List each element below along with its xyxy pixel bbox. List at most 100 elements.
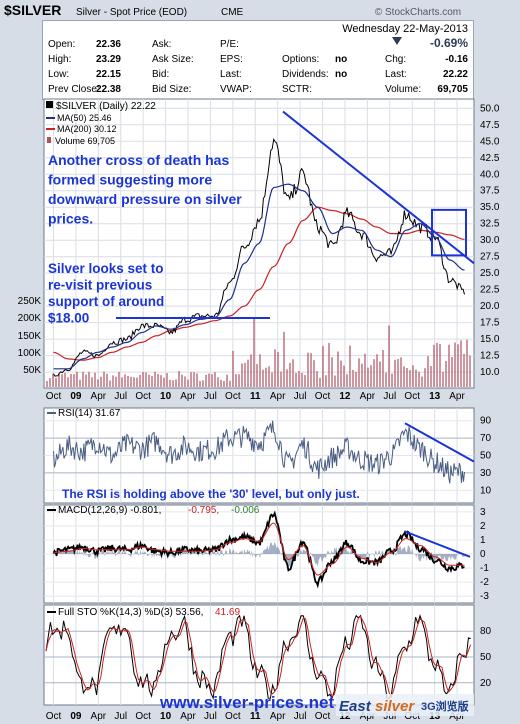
y-tick-label: 32.5 (480, 219, 500, 230)
y-tick-label: 35.0 (480, 202, 500, 213)
brand-badge (336, 694, 474, 716)
x-tick-label: Jul (383, 711, 396, 722)
ma200-line (53, 206, 465, 361)
y-tick-label: -2 (480, 577, 489, 588)
macd-label: MACD(12,26,9) -0.801, (58, 505, 161, 516)
down-arrow-icon (392, 37, 402, 45)
x-tick-label: 12 (339, 391, 351, 402)
y-tick-label: 50 (480, 451, 492, 462)
volume-legend-swatch (47, 137, 51, 143)
rsi-trendline (404, 422, 475, 463)
exchange: CME (221, 7, 244, 18)
volume-tick-label: 100K (18, 348, 42, 359)
price-legend-swatch (46, 101, 53, 108)
watermark: © StockCharts.com (375, 7, 461, 18)
x-tick-label: Apr (91, 711, 107, 722)
x-tick-label: Oct (404, 391, 420, 402)
quote-value: 22.15 (96, 69, 121, 80)
quote-value: 23.29 (96, 54, 121, 65)
x-tick-label: 12 (339, 711, 351, 722)
quote-value: 69,705 (437, 84, 468, 95)
x-tick-label: Apr (360, 711, 376, 722)
legend-ma200: MA(200) 30.12 (57, 124, 117, 134)
cross-of-death-note: prices. (48, 211, 93, 227)
x-tick-label: Jul (114, 711, 127, 722)
brand-silver: silver (375, 698, 415, 715)
y-tick-label: 37.5 (480, 186, 500, 197)
support-note: Silver looks set to (48, 261, 164, 276)
quote-label: Open: (48, 39, 75, 50)
x-tick-label: 09 (70, 711, 82, 722)
quote-value: no (335, 54, 347, 65)
x-tick-label: Oct (135, 711, 151, 722)
y-tick-label: 20 (480, 678, 492, 689)
instrument-name: Silver - Spot Price (EOD) (76, 7, 187, 18)
legend-volume: Volume 69,705 (55, 136, 115, 146)
x-tick-label: Oct (315, 711, 331, 722)
y-tick-label: 30.0 (480, 235, 500, 246)
sto-k-line (45, 614, 471, 701)
quote-label: EPS: (220, 54, 243, 65)
quote-label: Bid: (152, 69, 169, 80)
y-tick-label: 50.0 (480, 103, 500, 114)
quote-value: no (335, 69, 347, 80)
highlight-box (431, 208, 467, 257)
quote-label: Low: (48, 69, 69, 80)
y-tick-label: 10.0 (480, 367, 500, 378)
cross-of-death-note: downward pressure on silver (48, 191, 242, 207)
quote-label: High: (48, 54, 71, 65)
quote-label: Options: (282, 54, 319, 65)
x-tick-label: 13 (429, 711, 441, 722)
x-tick-label: 10 (160, 391, 172, 402)
sto-d-line (45, 615, 472, 699)
macd-signal-line (53, 522, 465, 576)
x-tick-label: Oct (225, 711, 241, 722)
y-tick-label: 30 (480, 468, 492, 479)
y-tick-label: 1 (480, 535, 486, 546)
y-tick-label: 20.0 (480, 301, 500, 312)
y-tick-label: 50 (480, 652, 492, 663)
x-tick-label: Oct (46, 711, 62, 722)
x-tick-label: 09 (70, 391, 82, 402)
cross-of-death-note: Another cross of death has (48, 152, 229, 168)
y-tick-label: 25.0 (480, 268, 500, 279)
quote-label: Dividends: (282, 69, 329, 80)
y-tick-label: 45.0 (480, 136, 500, 147)
rsi-line (53, 420, 465, 484)
x-tick-label: Oct (135, 391, 151, 402)
quote-value: -0.16 (445, 54, 468, 65)
volume-tick-label: 150K (18, 331, 42, 342)
y-tick-label: 70 (480, 433, 492, 444)
x-tick-label: Jul (294, 391, 307, 402)
y-tick-label: 10 (480, 485, 492, 496)
x-tick-label: Apr (180, 711, 196, 722)
y-tick-label: 42.5 (480, 153, 500, 164)
y-tick-label: 80 (480, 626, 492, 637)
x-tick-label: Oct (315, 391, 331, 402)
quote-box (42, 20, 474, 100)
y-tick-label: 0 (480, 549, 486, 560)
x-tick-label: Oct (404, 711, 420, 722)
quote-value: 22.38 (96, 84, 121, 95)
y-tick-label: 3 (480, 507, 486, 518)
y-tick-label: 40.0 (480, 169, 500, 180)
y-tick-label: 27.5 (480, 252, 500, 263)
quote-label: Last: (385, 69, 407, 80)
x-tick-label: Apr (270, 711, 286, 722)
x-tick-label: Jul (114, 391, 127, 402)
rsi-note: The RSI is holding above the '30' level,… (62, 487, 360, 501)
legend-ma50: MA(50) 25.46 (57, 113, 112, 123)
macd-hist-value: -0.006 (231, 505, 260, 516)
x-tick-label: Oct (46, 391, 62, 402)
quote-label: Chg: (385, 54, 406, 65)
y-tick-label: 22.5 (480, 285, 500, 296)
sto-d-value: 41.69 (215, 607, 240, 618)
x-tick-label: Apr (270, 391, 286, 402)
x-tick-label: Apr (91, 391, 107, 402)
y-tick-label: 17.5 (480, 318, 500, 329)
macd-trendline (404, 530, 471, 558)
y-tick-label: -3 (480, 591, 489, 602)
rsi-label: RSI(14) 31.67 (58, 408, 121, 419)
support-note: re-visit previous (48, 278, 152, 293)
